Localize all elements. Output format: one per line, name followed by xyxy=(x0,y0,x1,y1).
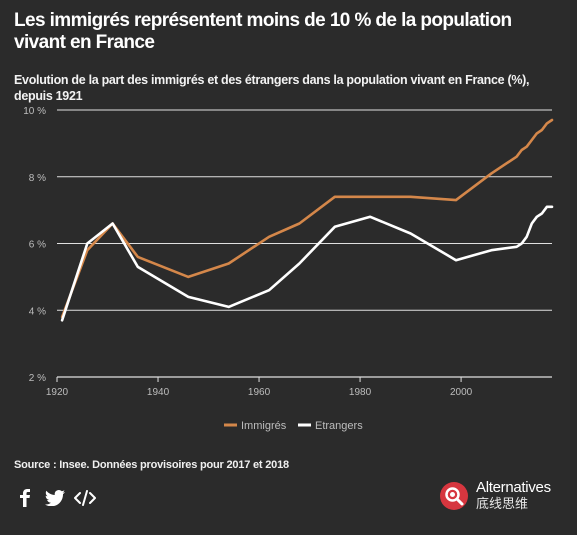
series-line-etrangers xyxy=(60,205,554,322)
y-tick-label: 6 % xyxy=(29,240,46,251)
brand-watermark: 底线思维 xyxy=(476,496,529,511)
legend-label: Immigrés xyxy=(241,420,287,432)
x-tick-label: 1940 xyxy=(147,387,170,398)
share-bar xyxy=(14,487,96,509)
x-tick-label: 1920 xyxy=(46,387,69,398)
chart-subtitle: Evolution de la part des immigrés et des… xyxy=(14,73,530,103)
source-note: Source : Insee. Données provisoires pour… xyxy=(14,459,289,471)
legend-layer: Immigrés Etrangers xyxy=(224,420,363,432)
y-tick-label: 2 % xyxy=(29,373,46,384)
series-line-immigres xyxy=(60,118,554,319)
grid-layer xyxy=(57,109,552,378)
x-tick-label: 1980 xyxy=(349,387,372,398)
series-layer xyxy=(60,118,554,322)
facebook-icon[interactable] xyxy=(14,487,36,509)
brand-magnifier-icon xyxy=(440,482,468,510)
y-tick-label: 10 % xyxy=(23,106,46,117)
line-chart: 2 % 4 % 6 % 8 % 10 % 1920 1940 1960 1980 2000 Imm… xyxy=(23,106,554,432)
brand-name: Alternatives xyxy=(476,479,551,496)
x-tick-label: 2000 xyxy=(450,387,473,398)
brand-logo-block[interactable]: Alternatives 底线思维 xyxy=(440,480,551,512)
embed-code-icon[interactable] xyxy=(74,487,96,509)
axis-layer: 2 % 4 % 6 % 8 % 10 % 1920 1940 1960 1980 2000 xyxy=(23,106,472,398)
chart-title: Les immigrés représentent moins de 10 % … xyxy=(14,10,512,53)
y-tick-label: 8 % xyxy=(29,173,46,184)
x-tick-label: 1960 xyxy=(248,387,271,398)
twitter-icon[interactable] xyxy=(44,487,66,509)
legend-label: Etrangers xyxy=(315,420,363,432)
y-tick-label: 4 % xyxy=(29,306,46,317)
